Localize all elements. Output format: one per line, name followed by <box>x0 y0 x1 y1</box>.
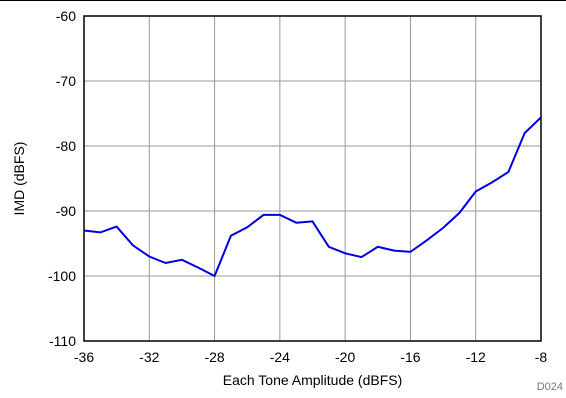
y-tick-label: -90 <box>56 203 76 219</box>
top-border-rule <box>0 0 566 1</box>
y-tick-label: -110 <box>49 333 76 349</box>
y-axis-title: IMD (dBFS) <box>11 142 27 216</box>
x-tick-label: -24 <box>270 349 290 365</box>
imd-series-line <box>83 116 542 278</box>
y-tick-label: -70 <box>56 73 76 89</box>
x-tick-label: -36 <box>74 349 94 365</box>
y-tick-label: -100 <box>48 268 76 284</box>
y-tick-label: -80 <box>56 138 76 154</box>
x-tick-label: -16 <box>400 349 420 365</box>
x-tick-label: -28 <box>204 349 224 365</box>
x-tick-label: -32 <box>139 349 159 365</box>
grid-lines <box>84 16 541 341</box>
plot-frame <box>83 15 542 342</box>
x-tick-label: -20 <box>335 349 355 365</box>
figure-id-label: D024 <box>537 381 563 393</box>
x-tick-label: -8 <box>535 349 548 365</box>
x-tick-labels: -36 -32 -28 -24 -20 -16 -12 -8 <box>74 349 548 365</box>
x-tick-label: -12 <box>466 349 486 365</box>
y-tick-label: -60 <box>56 8 76 24</box>
x-axis-title: Each Tone Amplitude (dBFS) <box>223 372 403 388</box>
y-tick-labels: -60 -70 -80 -90 -100 -110 <box>48 8 76 349</box>
